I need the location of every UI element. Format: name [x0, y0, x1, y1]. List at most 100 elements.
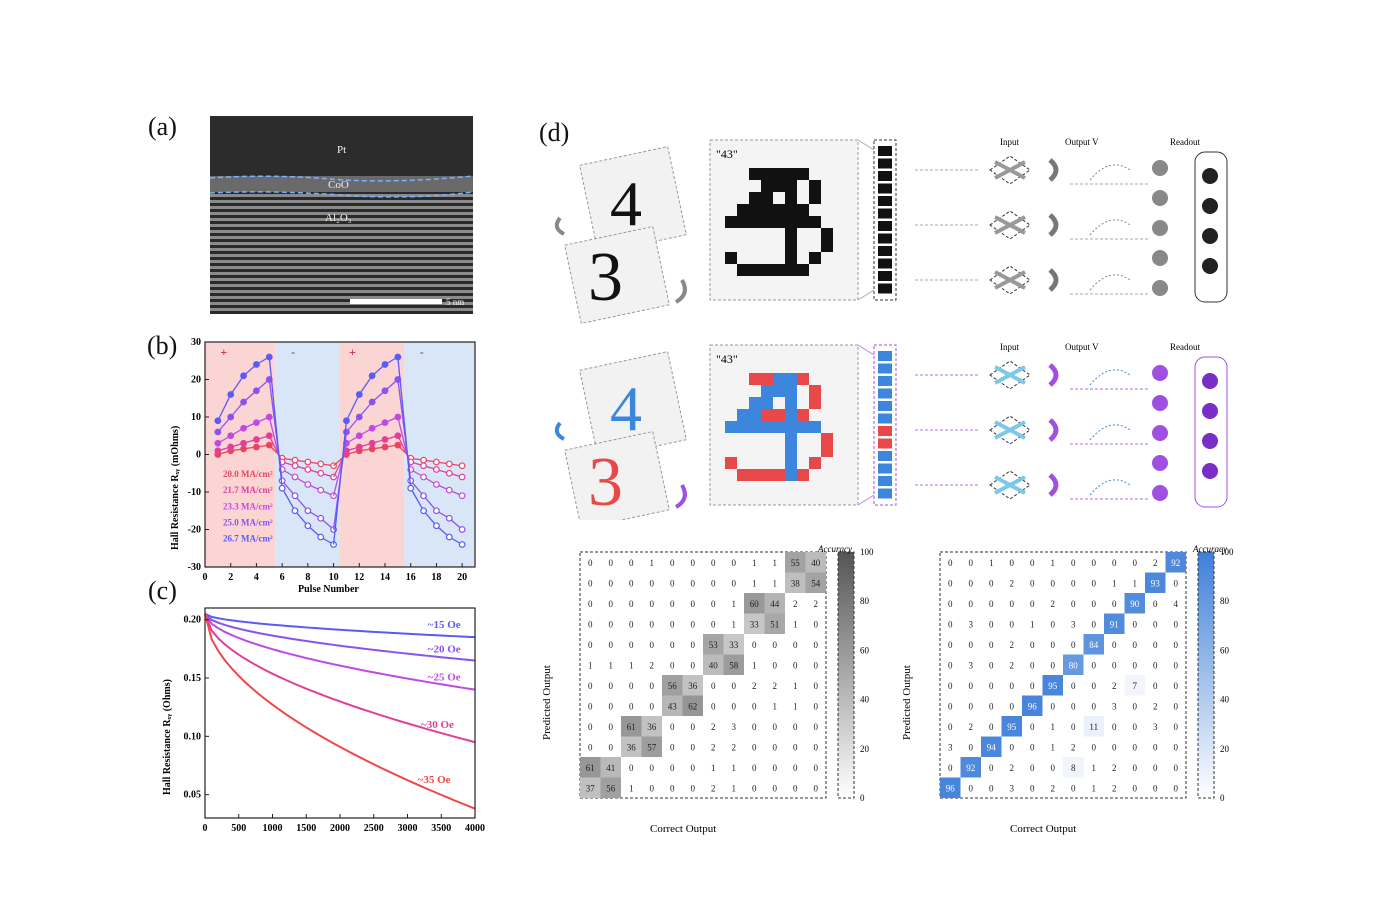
- matrix-left-cell-value: 0: [691, 640, 696, 650]
- chart-b-point: [227, 443, 235, 451]
- matrix-left-cell-value: 0: [691, 660, 696, 670]
- matrix-left-cell-value: 1: [609, 660, 614, 670]
- matrix-right-cell-value: 2: [1010, 763, 1015, 773]
- matrix-right-cell: [1124, 593, 1145, 614]
- input-vector-cell: [878, 488, 892, 499]
- chart-c-label-2: ~25 Oe: [428, 671, 461, 683]
- chart-c-xtick-label: 1000: [263, 823, 283, 834]
- chart-b-point: [420, 462, 427, 470]
- chart-b-ylabel: Hall Resistance Rₓᵧ (mOhms): [170, 426, 181, 550]
- overlap-pixel: [797, 421, 809, 433]
- matrix-left-cell-value: 0: [691, 763, 696, 773]
- overlap-pixel: [785, 228, 797, 240]
- matrix-left-cell-value: 61: [627, 722, 636, 732]
- matrix-right-cell-value: 0: [948, 558, 953, 568]
- matrix-left-cell-value: 0: [814, 722, 819, 732]
- matrix-right-cell-value: 2: [1010, 660, 1015, 670]
- matrix-left-cell-value: 0: [691, 578, 696, 588]
- matrix-left-cell-value: 0: [793, 660, 798, 670]
- overlap-pixel: [809, 252, 821, 264]
- input-vector-cell: [878, 351, 892, 361]
- overlap-pixel: [785, 204, 797, 216]
- device-cross: [994, 365, 1026, 385]
- input-vector-cell: [878, 221, 892, 231]
- matrix-right-cell-value: 0: [1133, 742, 1138, 752]
- chart-b-point: [253, 419, 260, 427]
- matrix-right-cell-value: 0: [1051, 578, 1056, 588]
- chart-b-point: [265, 432, 273, 440]
- chart-b-legend-1: 21.7 MA/cm²: [223, 485, 273, 495]
- overlap-pixel: [761, 373, 773, 385]
- tem-label-al2o3: Al₂O₃: [325, 212, 352, 224]
- matrix-left-cell-value: 0: [814, 742, 819, 752]
- overlap-pixel: [749, 409, 761, 421]
- chart-b-ytick-label: 30: [191, 337, 201, 348]
- output-arrow-icon: [1048, 363, 1059, 387]
- overlap-pixel: [737, 216, 749, 228]
- overlap-pixel: [821, 445, 833, 457]
- matrix-left-cell-value: 0: [650, 681, 655, 691]
- matrix-right-cell-value: 0: [1092, 660, 1097, 670]
- matrix-right-cell-value: 1: [1051, 558, 1056, 568]
- chart-b-legend-0: 20.0 MA/cm²: [223, 469, 273, 479]
- matrix-left-cell-value: 0: [711, 681, 716, 691]
- chart-b-point: [433, 458, 440, 466]
- matrix-left-cell-value: 0: [629, 681, 634, 691]
- matrix-right-cell-value: 0: [1174, 742, 1179, 752]
- input-vector-cell: [878, 183, 892, 194]
- matrix-right-cell-value: 0: [1112, 558, 1117, 568]
- matrix-left-cell-value: 0: [814, 783, 819, 793]
- input-vector-cell: [878, 171, 892, 181]
- matrix-left-cell-value: 0: [629, 763, 634, 773]
- zoom-line: [857, 289, 875, 301]
- overlap-pixel: [773, 216, 785, 228]
- confusion-matrix-left: 0 0 0 1 0 0 0 0 1 1 55 400 0 0 0 0 0 0 0 1 1 38 540 0 0 0 0 0 0 1 60 44…: [541, 544, 874, 835]
- matrix-left-cell-value: 0: [629, 640, 634, 650]
- matrix-right-cell-value: 0: [1174, 701, 1179, 711]
- matrix-right-cell-value: 0: [989, 619, 994, 629]
- matrix-right-cell-value: 0: [1030, 660, 1035, 670]
- overlap-pixel: [749, 168, 761, 180]
- overlap-pixel: [821, 240, 833, 252]
- chart-b-point: [445, 469, 453, 477]
- overlap-pixel: [749, 192, 761, 204]
- matrix-left-cell-value: 0: [670, 640, 675, 650]
- overlap-pixel: [749, 421, 761, 433]
- overlap-pixel: [785, 240, 797, 252]
- chart-b-point: [291, 492, 299, 500]
- overlap-pixel: [797, 204, 809, 216]
- matrix-left-cell-value: 55: [791, 558, 801, 568]
- matrix-right-cell-value: 0: [989, 783, 994, 793]
- chart-b-point: [265, 413, 273, 421]
- chart-c-line: [204, 613, 476, 662]
- matrix-right-cell-value: 3: [948, 742, 953, 752]
- matrix-left-cell-value: 0: [588, 701, 593, 711]
- device-cell: [989, 470, 1031, 500]
- chart-b-band-1: [275, 342, 340, 567]
- matrix-right-cbar-tick: 20: [1220, 744, 1230, 754]
- matrix-right-cell-value: 96: [946, 783, 956, 793]
- overlap-pixel: [809, 180, 821, 192]
- chart-c-ytick-label: 0.15: [184, 673, 202, 684]
- chart-b-xtick-label: 18: [431, 572, 441, 583]
- chart-b-point: [420, 456, 427, 464]
- chart-c-xtick-label: 3500: [431, 823, 451, 834]
- matrix-right-cell-value: 0: [1071, 578, 1076, 588]
- input-vector-cell: [878, 476, 892, 486]
- matrix-right-cell-value: 90: [1130, 599, 1140, 609]
- chart-c-ytick-label: 0.05: [184, 790, 202, 801]
- overlap-label: "43": [716, 352, 738, 366]
- output-neuron: [1202, 373, 1218, 389]
- matrix-right-cell-value: 0: [969, 783, 974, 793]
- matrix-left-cell-value: 0: [814, 701, 819, 711]
- matrix-right-cell-value: 1: [1092, 783, 1097, 793]
- matrix-left-cell-value: 1: [732, 783, 737, 793]
- matrix-right-cell-value: 0: [1174, 763, 1179, 773]
- matrix-right-cell-value: 0: [1092, 681, 1097, 691]
- output-curve: [1089, 369, 1131, 386]
- chart-b-point: [381, 436, 389, 443]
- matrix-right-cell: [1042, 675, 1063, 696]
- chart-c-label-4: ~35 Oe: [418, 774, 451, 786]
- matrix-left-cell-value: 0: [609, 640, 614, 650]
- chart-b-ytick-label: -30: [188, 562, 201, 573]
